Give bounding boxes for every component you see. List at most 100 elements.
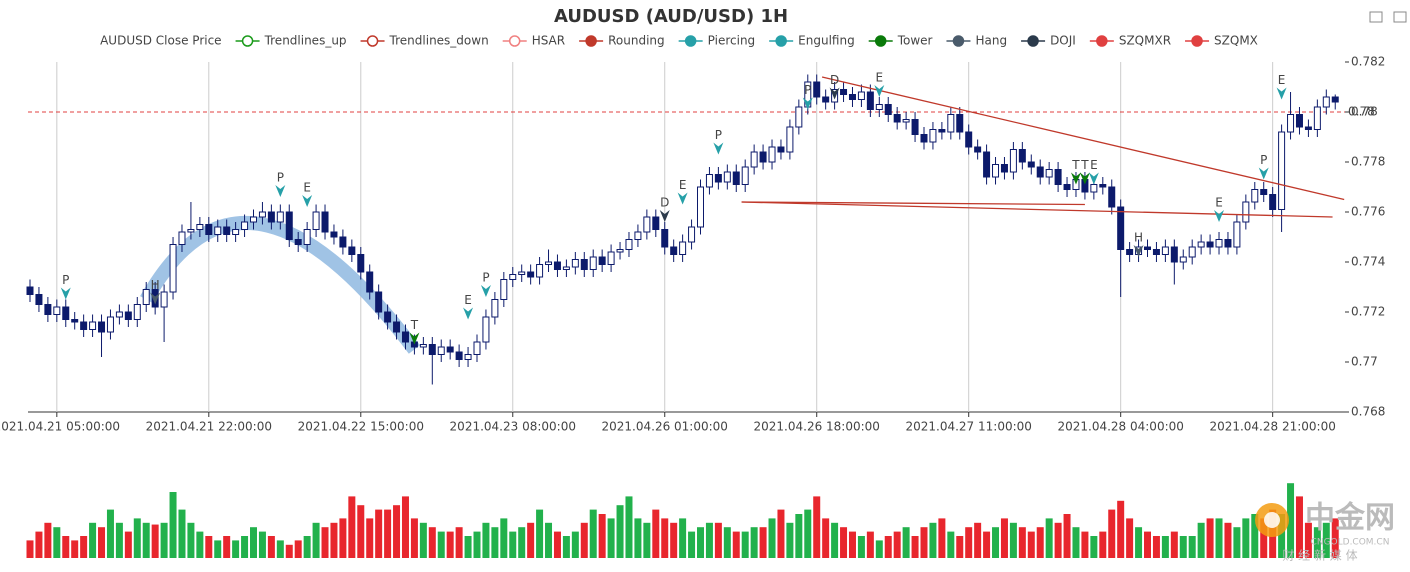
- rounding-band: [140, 215, 421, 354]
- volume-bar: [580, 522, 588, 558]
- legend-icon: [1191, 35, 1203, 47]
- signal-marker: [302, 195, 313, 207]
- candle-body: [741, 166, 749, 185]
- volume-bar: [911, 536, 919, 558]
- candle-body: [795, 106, 803, 128]
- volume-bar: [920, 527, 928, 558]
- candle-body: [160, 291, 168, 308]
- candle-body: [1144, 246, 1151, 250]
- candle-body: [1108, 186, 1116, 208]
- signal-marker: [713, 142, 724, 155]
- volume-bar: [178, 509, 186, 558]
- legend-label: Trendlines_down: [389, 34, 489, 48]
- volume-bar: [857, 536, 865, 558]
- signal-label: E: [1090, 158, 1098, 172]
- candle-body: [1090, 184, 1098, 193]
- candle-body: [44, 304, 52, 315]
- candle-body: [661, 229, 669, 248]
- candle-body: [437, 346, 445, 355]
- zoom-icon[interactable]: [1369, 11, 1383, 23]
- volume-bar: [545, 522, 553, 558]
- volume-bar: [607, 518, 615, 558]
- volume-bar: [992, 527, 1000, 558]
- candle-body: [1304, 126, 1312, 130]
- volume-bar: [232, 540, 240, 558]
- volume-bar: [71, 540, 79, 558]
- candle-body: [652, 216, 660, 230]
- legend-icon: [1096, 35, 1108, 47]
- x-tick-label: 2021.04.22 15:00:00: [298, 420, 424, 434]
- candle-body: [1045, 169, 1053, 178]
- candle-body: [294, 239, 302, 245]
- candle-body: [705, 174, 713, 188]
- volume-bar: [625, 496, 633, 558]
- volume-bar: [62, 536, 70, 558]
- signal-label: E: [876, 71, 884, 85]
- volume-bar: [1063, 514, 1071, 558]
- watermark-tagline: 财 经 新 媒 体: [1282, 548, 1357, 563]
- volume-bar: [491, 527, 499, 558]
- volume-bar: [366, 518, 374, 558]
- candle-body: [303, 229, 311, 245]
- volume-bar: [697, 527, 704, 558]
- candle-body: [366, 271, 374, 293]
- signal-marker: [1276, 87, 1287, 100]
- volume-bar: [500, 518, 508, 558]
- volume-bar: [1170, 531, 1178, 558]
- candle-body: [142, 289, 150, 305]
- volume-bar: [187, 522, 195, 558]
- volume-bar: [464, 536, 472, 558]
- x-tick-label: 2021.04.26 18:00:00: [754, 420, 880, 434]
- volume-bar: [777, 509, 785, 558]
- volume-bar: [1278, 514, 1286, 558]
- candle-body: [509, 274, 517, 280]
- volume-bar: [714, 522, 722, 558]
- candle-body: [616, 249, 624, 253]
- candle-body: [893, 114, 901, 123]
- toolbox[interactable]: [1369, 11, 1407, 23]
- volume-bar: [598, 514, 606, 558]
- candle-body: [455, 351, 463, 360]
- volume-bar: [527, 522, 535, 558]
- signal-label: H: [151, 278, 160, 292]
- candle-body: [813, 81, 821, 98]
- volume-bar: [250, 527, 257, 558]
- candle-body: [464, 354, 472, 360]
- volume-bar: [929, 522, 937, 558]
- signal-marker: [480, 285, 491, 297]
- signal-marker: [802, 97, 813, 110]
- candle-body: [983, 151, 991, 178]
- candle-body: [214, 226, 222, 235]
- restore-icon[interactable]: [1393, 11, 1407, 23]
- y-tick-label: 0.782: [1351, 55, 1385, 69]
- volume-bar: [848, 531, 856, 558]
- volume-bar: [330, 522, 338, 558]
- candle-body: [840, 89, 848, 95]
- volume-bar: [831, 522, 839, 558]
- volume-bar: [384, 509, 392, 558]
- candle-body: [1215, 239, 1223, 248]
- volume-bar: [956, 536, 964, 558]
- signal-label: E: [1278, 73, 1286, 87]
- volume-bar: [840, 527, 848, 558]
- candle-body: [1269, 194, 1277, 210]
- candle-body: [697, 186, 704, 228]
- volume-bar: [938, 518, 946, 558]
- candle-body: [822, 96, 830, 103]
- volume-bar: [419, 522, 427, 558]
- candle-body: [884, 104, 892, 115]
- candle-body: [1063, 184, 1071, 190]
- volume-bar: [133, 518, 141, 558]
- signal-label: T: [410, 318, 419, 332]
- volume-bar: [893, 531, 901, 558]
- signal-label: P: [277, 171, 284, 185]
- candle-body: [482, 316, 490, 343]
- candle-body: [1018, 149, 1026, 163]
- candle-body: [643, 216, 651, 233]
- signal-label: T: [1071, 158, 1080, 172]
- volume-bar: [1045, 518, 1053, 558]
- x-tick-label: 2021.04.21 05:00:00: [0, 420, 120, 434]
- candle-body: [1197, 241, 1205, 248]
- candle-body: [124, 311, 132, 320]
